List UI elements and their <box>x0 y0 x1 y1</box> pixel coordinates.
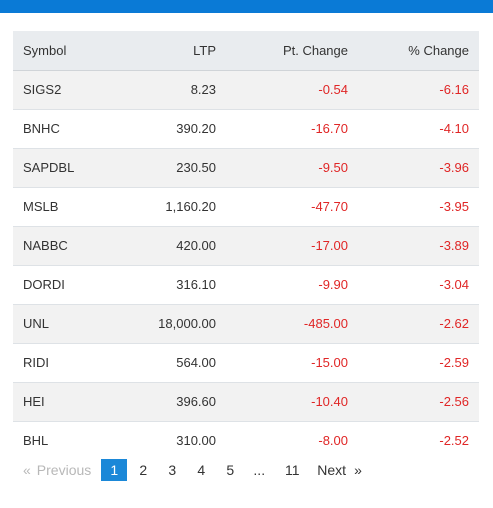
symbol-cell[interactable]: SAPDBL <box>13 147 125 187</box>
pt-change-cell: -15.00 <box>226 342 358 382</box>
header-ltp[interactable]: LTP <box>125 31 226 71</box>
table-row: NABBC 420.00 -17.00 -3.89 <box>13 225 479 265</box>
table-row: HEI 396.60 -10.40 -2.56 <box>13 381 479 421</box>
pct-change-cell: -6.16 <box>358 69 479 109</box>
table-row: SIGS2 8.23 -0.54 -6.16 <box>13 69 479 109</box>
pt-change-cell: -9.90 <box>226 264 358 304</box>
pct-change-cell: -3.04 <box>358 264 479 304</box>
pt-change-cell: -17.00 <box>226 225 358 265</box>
header-pt-change[interactable]: Pt. Change <box>226 31 358 71</box>
previous-label: Previous <box>36 462 92 478</box>
ltp-cell: 390.20 <box>125 108 226 148</box>
ltp-cell: 564.00 <box>125 342 226 382</box>
page-11-button[interactable]: 11 <box>284 462 300 478</box>
symbol-cell[interactable]: BNHC <box>13 108 125 148</box>
pct-change-cell: -3.95 <box>358 186 479 226</box>
page-5-button[interactable]: 5 <box>226 462 235 478</box>
symbol-cell[interactable]: MSLB <box>13 186 125 226</box>
ltp-cell: 230.50 <box>125 147 226 187</box>
pt-change-cell: -47.70 <box>226 186 358 226</box>
table-row: BHL 310.00 -8.00 -2.52 <box>13 420 479 460</box>
pt-change-cell: -16.70 <box>226 108 358 148</box>
double-chevron-right-icon: » <box>354 462 362 478</box>
header-pct-change[interactable]: % Change <box>358 31 479 71</box>
double-chevron-left-icon: « <box>23 462 31 478</box>
pct-change-cell: -3.89 <box>358 225 479 265</box>
table-row: MSLB 1,160.20 -47.70 -3.95 <box>13 186 479 226</box>
losers-table: Symbol LTP Pt. Change % Change SIGS2 8.2… <box>13 31 479 460</box>
top-accent-bar <box>0 0 493 13</box>
symbol-cell[interactable]: RIDI <box>13 342 125 382</box>
pct-change-cell: -4.10 <box>358 108 479 148</box>
symbol-cell[interactable]: UNL <box>13 303 125 343</box>
ltp-cell: 1,160.20 <box>125 186 226 226</box>
ltp-cell: 8.23 <box>125 69 226 109</box>
page-3-button[interactable]: 3 <box>168 462 177 478</box>
ltp-cell: 310.00 <box>125 420 226 460</box>
previous-page-button[interactable]: « Previous <box>13 462 101 478</box>
ltp-cell: 316.10 <box>125 264 226 304</box>
page-2-button[interactable]: 2 <box>139 462 148 478</box>
table-row: UNL 18,000.00 -485.00 -2.62 <box>13 303 479 343</box>
table-row: SAPDBL 230.50 -9.50 -3.96 <box>13 147 479 187</box>
ltp-cell: 396.60 <box>125 381 226 421</box>
page-1-button[interactable]: 1 <box>101 459 128 481</box>
symbol-cell[interactable]: BHL <box>13 420 125 460</box>
pagination-ellipsis: ... <box>253 462 266 478</box>
symbol-cell[interactable]: NABBC <box>13 225 125 265</box>
table-row: BNHC 390.20 -16.70 -4.10 <box>13 108 479 148</box>
table-row: RIDI 564.00 -15.00 -2.59 <box>13 342 479 382</box>
header-symbol[interactable]: Symbol <box>13 31 125 71</box>
pt-change-cell: -485.00 <box>226 303 358 343</box>
pct-change-cell: -2.56 <box>358 381 479 421</box>
next-page-button[interactable]: Next » <box>317 462 362 478</box>
pagination: « Previous 1 2 3 4 5 ... 11 Next » <box>13 459 362 481</box>
page-4-button[interactable]: 4 <box>197 462 206 478</box>
table-body: SIGS2 8.23 -0.54 -6.16 BNHC 390.20 -16.7… <box>13 69 479 460</box>
pct-change-cell: -2.59 <box>358 342 479 382</box>
header-row: Symbol LTP Pt. Change % Change <box>13 31 479 71</box>
pt-change-cell: -0.54 <box>226 69 358 109</box>
symbol-cell[interactable]: HEI <box>13 381 125 421</box>
pt-change-cell: -8.00 <box>226 420 358 460</box>
pct-change-cell: -2.62 <box>358 303 479 343</box>
symbol-cell[interactable]: SIGS2 <box>13 69 125 109</box>
next-label: Next <box>317 462 347 478</box>
table-row: DORDI 316.10 -9.90 -3.04 <box>13 264 479 304</box>
pt-change-cell: -9.50 <box>226 147 358 187</box>
pt-change-cell: -10.40 <box>226 381 358 421</box>
table-header: Symbol LTP Pt. Change % Change <box>13 31 479 71</box>
ltp-cell: 18,000.00 <box>125 303 226 343</box>
pct-change-cell: -2.52 <box>358 420 479 460</box>
ltp-cell: 420.00 <box>125 225 226 265</box>
symbol-cell[interactable]: DORDI <box>13 264 125 304</box>
pct-change-cell: -3.96 <box>358 147 479 187</box>
